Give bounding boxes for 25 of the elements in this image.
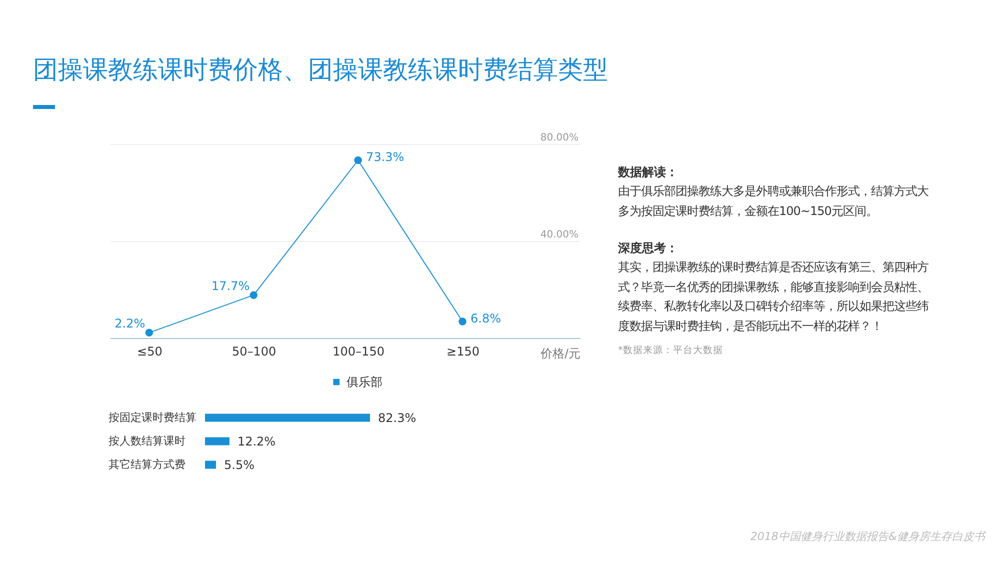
x-tick-label: ≥150 [446,344,480,358]
y-tick-label: 按人数结算课时 [108,434,186,448]
data-label: 5.5% [224,458,255,472]
text: 数据解读： [618,164,679,181]
y-tick-label: 80.00% [540,132,578,144]
data-label: 2.2% [114,316,146,331]
text: 由于俱乐部团操教练大多是外聘或兼职合作形式，结算方式大多为按固定课时费结算，金额在100~150元区间。 [618,183,930,220]
text: 深度思考： [618,240,679,257]
text: 其实，团操课教练的课时费结算是否还应该有第三、第四种方式？毕竟一名优秀的团操课教练，能够直接影响到会员粘性、续费率、私教转化率以及口碑转介绍率等，所以如果把这些纬度数据与课时费挂钩，是否能玩出不一样的花样？！ [618,259,930,334]
data-label: 73.3% [366,150,404,164]
y-tick-label: 40.00% [540,230,578,240]
y-tick-label: 其它结算方式费 [108,458,186,471]
x-tick-label: 50–100 [232,344,276,358]
data-label: 12.2% [237,434,276,448]
text: 2018中国健身行业数据报告&健身房生存白皮书 [750,529,985,545]
chart-title: 团操课教练课时费价格、团操课教练课时费结算类型 [33,55,608,85]
x-axis-title: 价格/元 [539,346,580,360]
data-label: 6.8% [470,312,501,326]
data-label: 17.7% [211,279,250,294]
text: *数据来源：平台大数据 [618,344,724,358]
data-label: 82.3% [378,410,416,425]
legend-label: 俱乐部 [346,375,382,389]
x-tick-label: ≤50 [137,344,162,358]
x-tick-label: 100–150 [332,344,384,358]
y-tick-label: 按固定课时费结算 [108,410,196,424]
